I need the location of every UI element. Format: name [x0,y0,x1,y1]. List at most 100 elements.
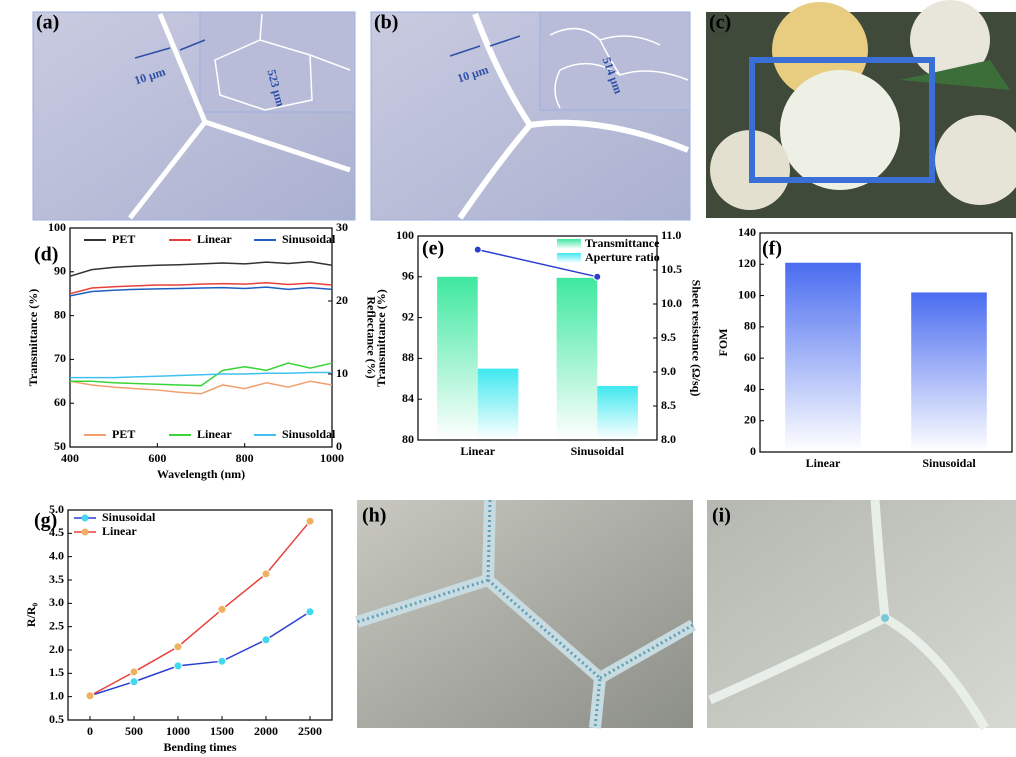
x-tick-label: 0 [87,724,93,738]
panel-label: (i) [712,505,731,527]
x-tick-label: Linear [460,444,495,458]
y-tick-label: 70 [54,351,66,365]
legend-label: Sinusoidal [102,510,156,524]
bar [478,369,519,440]
series-line [70,287,332,296]
photo-a: 10 μm 523 μm (a) [33,12,355,220]
y-tick-label: 100 [396,228,414,242]
panel-label: (a) [36,12,59,34]
y2-tick-label: 10 [336,366,348,380]
y2-tick-label: 8.0 [661,432,676,446]
marker [306,608,314,616]
y-tick-label: 3.0 [49,595,64,609]
y-tick-label: 40 [744,381,756,395]
bar [911,292,987,452]
x-tick-label: 1000 [320,451,344,465]
y2-tick-label: 20 [336,293,348,307]
panel-label: (e) [422,238,444,260]
marker [130,678,138,686]
y2-tick-label: 8.5 [661,398,676,412]
y2-tick-label: 11.0 [661,228,681,242]
x-tick-label: Sinusoidal [571,444,625,458]
x-tick-label: 800 [236,451,254,465]
y2-tick-label: 30 [336,220,348,234]
y-axis-label: Transmittance (%) [26,289,40,386]
y-tick-label: 140 [738,225,756,239]
marker [262,570,270,578]
y-tick-label: 0 [750,444,756,458]
legend-label: Linear [102,524,137,538]
panel-label: (g) [34,510,57,532]
x-tick-label: Sinusoidal [922,456,976,470]
legend-label: Linear [197,232,232,246]
marker [262,636,270,644]
y-axis-label: FOM [716,329,730,357]
y-tick-label: 60 [744,350,756,364]
series-line [70,373,332,378]
y-tick-label: 92 [402,309,414,323]
x-tick-label: 1000 [166,724,190,738]
legend-label: Sinusoidal [282,232,336,246]
x-axis-label: Wavelength (nm) [157,467,245,481]
legend-swatch [557,239,581,249]
legend-label: Linear [197,427,232,441]
x-axis-label: Bending times [163,740,236,754]
x-tick-label: 2000 [254,724,278,738]
x-tick-label: 500 [125,724,143,738]
y2-tick-label: 10.5 [661,262,682,276]
y-tick-label: 2.5 [49,618,64,632]
panel-label: (c) [709,12,731,34]
figure: 10 μm 523 μm (a) 10 μm 514 μm (b) (c) (h… [0,0,1016,757]
y2-tick-label: 9.0 [661,364,676,378]
photo-i: (i) [707,500,1016,728]
y-tick-label: 120 [738,256,756,270]
y2-tick-label: 10.0 [661,296,682,310]
legend-marker [82,515,89,522]
y-tick-label: 88 [402,350,414,364]
y2-axis-label: Sheet resistance (Ω/sq) [689,280,703,397]
bar [785,263,861,452]
x-tick-label: 600 [148,451,166,465]
y-tick-label: 20 [744,412,756,426]
legend-label: PET [112,427,135,441]
y-axis-label: R/R₀ [24,602,38,627]
marker [474,246,481,253]
legend-marker [82,529,89,536]
y-axis-label: Transmittance (%) [374,289,388,386]
x-tick-label: 1500 [210,724,234,738]
marker [174,662,182,670]
photo-h: (h) [357,500,693,728]
series-line [90,612,310,696]
y-tick-label: 4.0 [49,548,64,562]
marker [306,517,314,525]
y-tick-label: 60 [54,395,66,409]
x-tick-label: 2500 [298,724,322,738]
panel-label: (b) [374,12,398,34]
series-line [70,262,332,276]
y-tick-label: 90 [54,264,66,278]
y-tick-label: 80 [744,319,756,333]
plot-frame [70,228,332,447]
panel-label: (f) [762,238,782,260]
legend-label: PET [112,232,135,246]
marker [86,692,94,700]
legend-label: Sinusoldal [282,427,336,441]
panel-label: (d) [34,244,58,266]
photo-c: (c) [706,0,1016,218]
marker [218,657,226,665]
y-tick-label: 84 [402,391,414,405]
bar [557,278,598,440]
series-line [90,521,310,696]
y-tick-label: 1.5 [49,665,64,679]
photo-b: 10 μm 514 μm (b) [371,12,690,220]
y-tick-label: 0.5 [49,712,64,726]
marker [594,273,601,280]
legend-label: Transmittance [585,236,660,250]
x-tick-label: 400 [61,451,79,465]
bar [437,277,478,440]
marker [174,643,182,651]
y-tick-label: 100 [48,220,66,234]
marker [130,668,138,676]
y-tick-label: 80 [54,307,66,321]
y-tick-label: 96 [402,269,414,283]
